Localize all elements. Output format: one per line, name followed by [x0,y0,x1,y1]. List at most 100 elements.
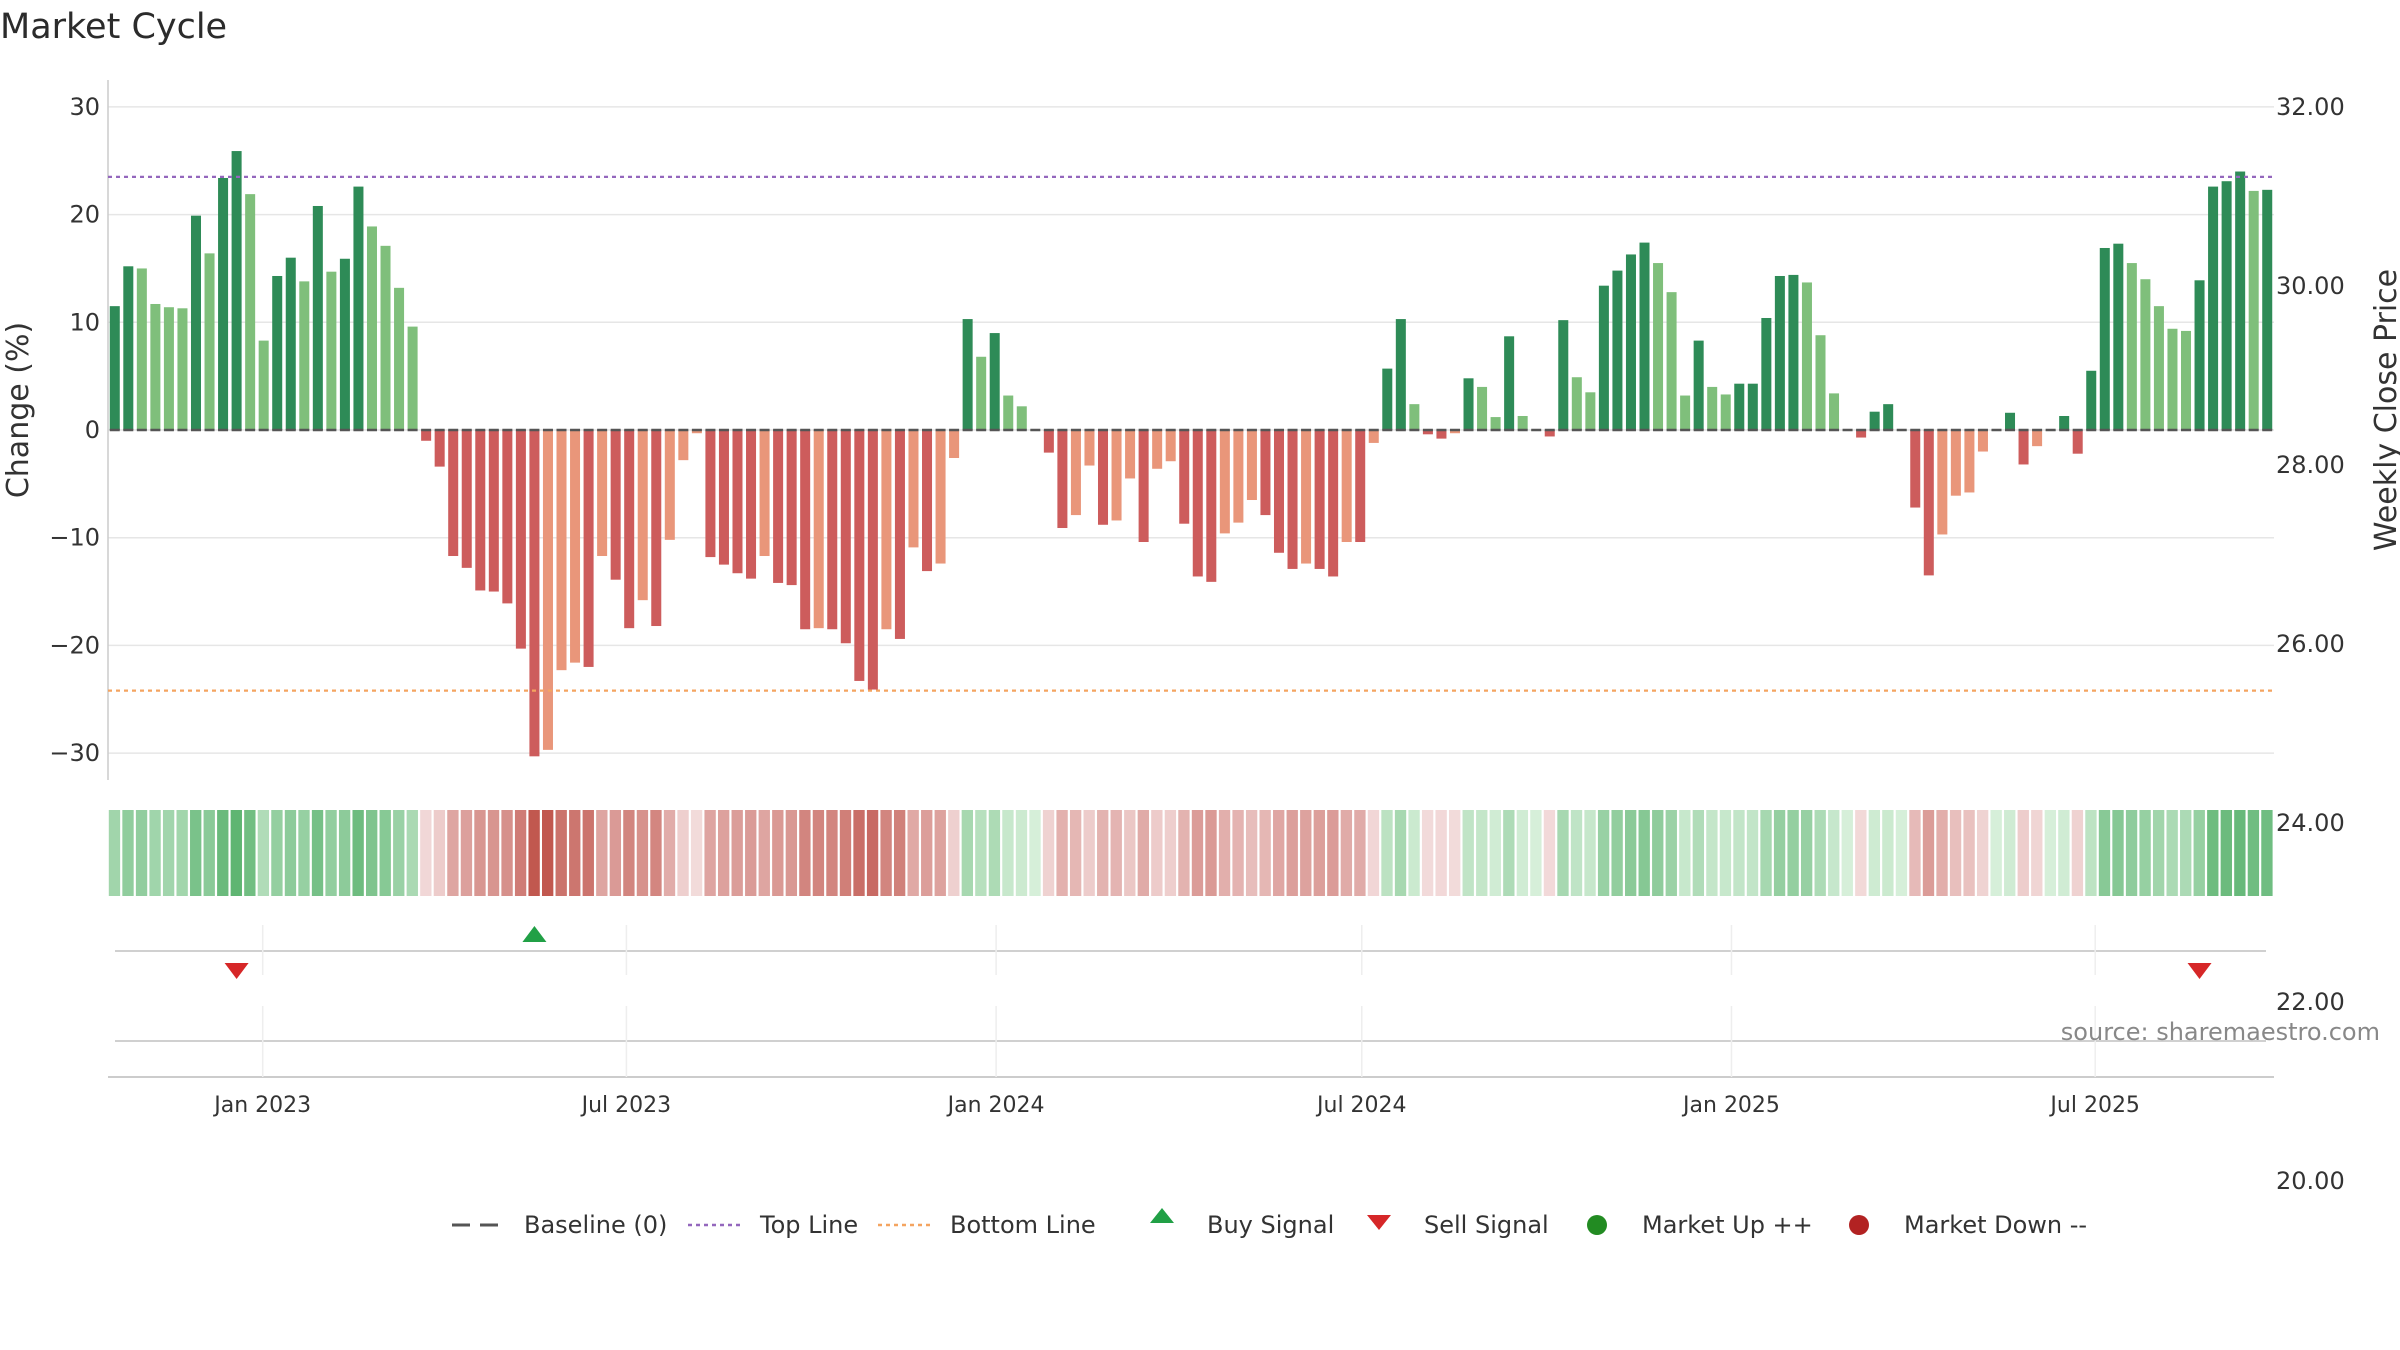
change-bar [1964,430,1975,493]
heat-cell [1990,810,2002,896]
change-bar [2018,430,2029,465]
change-bar [1490,417,1501,430]
heat-cell [1394,810,1407,896]
heat-cell [1922,810,1935,896]
heat-cell [853,810,865,896]
change-bar [515,430,526,649]
change-bar [2126,263,2137,430]
heat-cell [1124,810,1136,896]
change-bar [1206,430,1217,582]
change-bar [1653,263,1664,430]
y2-axis-title: Weekly Close Price [2369,269,2400,551]
heat-cell [393,810,405,896]
change-bar [2180,330,2192,430]
heat-cell [176,810,188,896]
heat-cell [1679,810,1691,896]
change-bar [339,258,350,430]
heat-cell [1449,810,1461,896]
y-tick-label: 0 [85,416,100,444]
change-bar [190,215,202,430]
change-bar [2153,306,2164,430]
change-bar [2221,181,2232,430]
change-bar [1314,430,1325,569]
change-bar [1869,411,1880,430]
legend-symbol-circle [1587,1215,1607,1235]
heat-cell [609,810,622,896]
heat-cell [1625,810,1637,896]
heat-cell [325,810,337,896]
change-bar [2072,430,2083,454]
change-bar [2032,430,2043,447]
change-bar [1084,430,1095,466]
heat-cell [1354,810,1366,896]
heat-cell [1530,810,1542,896]
change-bar [204,253,215,430]
heat-cell [433,810,446,896]
change-bar [1449,430,1460,434]
change-bar [894,430,905,639]
heat-cell [1340,810,1353,896]
heat-cell [1868,810,1881,896]
y-tick-labels: 30 20 10 0 −10 −20 −30 [49,93,100,767]
change-bar [1829,393,1840,430]
heat-cell [2125,810,2138,896]
change-bar [1937,430,1948,535]
heat-cell [1097,810,1109,896]
change-bar [177,308,188,430]
heat-cell [2139,810,2151,896]
heat-cell [988,810,1001,896]
heat-cell [2234,810,2246,896]
heat-cell [812,810,825,896]
change-bar [1856,430,1867,438]
y-tick-label: 30 [69,93,100,121]
heat-cell [2085,810,2097,896]
change-bar [691,430,702,434]
heat-cell [880,810,892,896]
change-bar [380,245,391,430]
heat-cell [406,810,418,896]
change-bar [1815,335,1826,430]
y-tick-label: −20 [49,631,100,659]
heat-cell [162,810,175,896]
heat-cell [1462,810,1474,896]
heat-cell [2207,810,2219,896]
heat-cell [975,810,987,896]
heat-cell [934,810,946,896]
heat-cell [1327,810,1339,896]
change-bar [718,430,729,565]
change-bar [2194,280,2205,430]
heat-cell [731,810,743,896]
change-bar [448,430,459,557]
heat-cell [1814,810,1826,896]
change-bar [2248,190,2259,430]
heat-cell [1597,810,1610,896]
heat-cell [1855,810,1867,896]
heat-cell [1719,810,1732,896]
change-bar [705,430,716,558]
heat-cell [663,810,676,896]
change-bar [2167,328,2178,430]
heat-cell [2071,810,2084,896]
change-bar [1977,430,1988,452]
y2-tick-label: 22.00 [2276,988,2345,1016]
change-bar [542,430,553,750]
heat-cell [1963,810,1975,896]
heat-cell [1516,810,1529,896]
change-bar [935,430,946,564]
change-bar [1260,430,1271,516]
heat-cell [1056,810,1068,896]
change-bar [150,303,161,430]
change-bar [583,430,594,667]
y-tick-label: −30 [49,739,100,767]
heat-cell [284,810,297,896]
heat-cell [1895,810,1908,896]
change-bar [326,271,337,430]
heat-cell [866,810,879,896]
heat-cell [1570,810,1583,896]
change-bar [786,430,797,586]
change-bar [1436,430,1447,439]
heat-cell [1706,810,1718,896]
sell-signal-marker [224,963,249,979]
change-bar [827,430,838,630]
buy-signal-marker [522,926,547,942]
